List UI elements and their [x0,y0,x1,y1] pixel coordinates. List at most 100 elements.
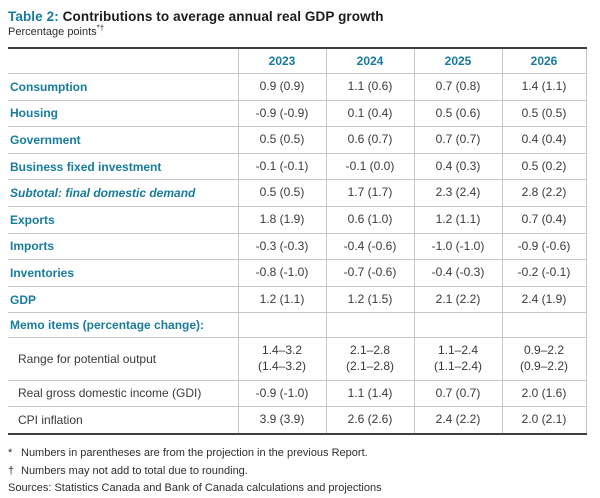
table-number: Table 2: [8,9,59,24]
subtitle-text: Percentage points [8,26,97,38]
table-row: Real gross domestic income (GDI) -0.9 (-1… [8,380,587,408]
value-cell: 0.6 (0.7) [325,126,414,154]
value-cell: -0.1 (-0.1) [237,153,326,181]
table-row: Memo items (percentage change): [8,312,587,339]
value-cell: 2.6 (2.6) [325,406,414,435]
value-cell: 0.5 (0.5) [237,126,326,154]
value-cell: 1.4 (1.1) [501,73,587,101]
table-title: Table 2: Contributions to average annual… [8,9,592,24]
row-label: Business fixed investment [8,153,238,181]
value-cell: -0.7 (-0.6) [325,259,414,287]
dagger-marker: † [8,464,15,477]
table-row: Business fixed investment -0.1 (-0.1) -0.1… [8,153,587,181]
table-row: Imports -0.3 (-0.3) -0.4 (-0.6) -1.0 (-1.0)… [8,233,587,261]
value-cell: -0.4 (-0.3) [413,259,502,287]
value-cell: 1.8 (1.9) [237,206,326,234]
value-cell: 1.2 (1.5) [325,286,414,314]
value-cell: 1.1 (0.6) [325,73,414,101]
row-label: Range for potential output [8,337,238,381]
table-row: Range for potential output 1.4–3.2 (1.4–3… [8,337,587,381]
value-cell: -0.9 (-1.0) [237,380,326,408]
row-label: GDP [8,286,238,314]
table-row: CPI inflation 3.9 (3.9) 2.6 (2.6) 2.4 (2.2)… [8,406,587,435]
value-cell: 2.4 (1.9) [501,286,587,314]
row-label: CPI inflation [8,406,238,435]
value-cell: -0.9 (-0.6) [501,233,587,261]
gdp-contributions-table: 2023 2024 2025 2026 Consumption 0.9 (0.9) 1.1… [8,47,587,435]
table-subtitle: Percentage points*† [8,23,592,38]
table-row: Inventories -0.8 (-1.0) -0.7 (-0.6) -0.4 (-… [8,259,587,287]
row-label: Housing [8,100,238,128]
table-row: Consumption 0.9 (0.9) 1.1 (0.6) 0.7 (0.8) 1.… [8,73,587,101]
value-cell: 1.4–3.2 (1.4–3.2) [237,337,326,381]
column-header-2023: 2023 [237,48,326,74]
row-label: Consumption [8,73,238,101]
value-cell: 3.9 (3.9) [237,406,326,435]
asterisk-marker: * [8,446,13,459]
value-cell: 2.0 (1.6) [501,380,587,408]
row-label: Memo items (percentage change): [8,312,238,339]
row-label: Imports [8,233,238,261]
table-row: Government 0.5 (0.5) 0.6 (0.7) 0.7 (0.7) 0.4… [8,126,587,154]
value-cell: -0.2 (-0.1) [501,259,587,287]
value-cell: -0.1 (0.0) [325,153,414,181]
value-cell [237,312,326,339]
value-cell: -1.0 (-1.0) [413,233,502,261]
row-label: Inventories [8,259,238,287]
column-header-2024: 2024 [325,48,414,74]
value-cell: -0.4 (-0.6) [325,233,414,261]
value-cell: 0.5 (0.6) [413,100,502,128]
value-cell: 2.0 (2.1) [501,406,587,435]
value-cell: 1.1 (1.4) [325,380,414,408]
sources-line: Sources: Statistics Canada and Bank of C… [8,482,382,495]
value-cell: 0.7 (0.4) [501,206,587,234]
value-cell: 0.4 (0.3) [413,153,502,181]
value-cell: 1.7 (1.7) [325,179,414,207]
value-cell: 0.7 (0.7) [413,126,502,154]
column-header-2025: 2025 [413,48,502,74]
row-label: Real gross domestic income (GDI) [8,380,238,408]
value-cell: 0.6 (1.0) [325,206,414,234]
corner-cell [8,48,238,74]
footnote-text: Numbers in parentheses are from the proj… [21,446,368,459]
value-cell: 2.1–2.8 (2.1–2.8) [325,337,414,381]
value-cell: 2.1 (2.2) [413,286,502,314]
table-row: Housing -0.9 (-0.9) 0.1 (0.4) 0.5 (0.6) 0.5 … [8,100,587,128]
value-cell: 0.5 (0.5) [237,179,326,207]
value-cell [501,312,587,339]
footnotes: * Numbers in parentheses are from the pr… [8,445,592,498]
value-cell: 1.1–2.4 (1.1–2.4) [413,337,502,381]
value-cell [413,312,502,339]
value-cell: -0.3 (-0.3) [237,233,326,261]
table-body: Consumption 0.9 (0.9) 1.1 (0.6) 0.7 (0.8) 1.… [8,73,587,435]
subtitle-footnote-markers: *† [96,23,105,33]
table-title-text: Contributions to average annual real GDP… [58,9,384,24]
row-label: Exports [8,206,238,234]
table-row: GDP 1.2 (1.1) 1.2 (1.5) 2.1 (2.2) 2.4 (1.9) [8,286,587,314]
value-cell: 0.4 (0.4) [501,126,587,154]
value-cell: 0.7 (0.8) [413,73,502,101]
column-header-2026: 2026 [501,48,587,74]
value-cell: 2.8 (2.2) [501,179,587,207]
value-cell: 0.7 (0.7) [413,380,502,408]
value-cell: 1.2 (1.1) [237,286,326,314]
value-cell: 0.9–2.2 (0.9–2.2) [501,337,587,381]
footnote-text: Numbers may not add to total due to roun… [21,464,248,477]
value-cell [325,312,414,339]
footnote-previous-report: * Numbers in parentheses are from the pr… [8,445,592,463]
value-cell: 2.4 (2.2) [413,406,502,435]
value-cell: -0.8 (-1.0) [237,259,326,287]
row-label: Subtotal: final domestic demand [8,179,238,207]
value-cell: 2.3 (2.4) [413,179,502,207]
value-cell: 0.9 (0.9) [237,73,326,101]
row-label: Government [8,126,238,154]
value-cell: 0.5 (0.5) [501,100,587,128]
table-row: Exports 1.8 (1.9) 0.6 (1.0) 1.2 (1.1) 0.7 (0… [8,206,587,234]
table-row: Subtotal: final domestic demand 0.5 (0.5)… [8,179,587,207]
value-cell: 0.5 (0.2) [501,153,587,181]
footnote-rounding: † Numbers may not add to total due to ro… [8,463,592,481]
header-row: 2023 2024 2025 2026 [8,48,587,74]
value-cell: -0.9 (-0.9) [237,100,326,128]
value-cell: 1.2 (1.1) [413,206,502,234]
